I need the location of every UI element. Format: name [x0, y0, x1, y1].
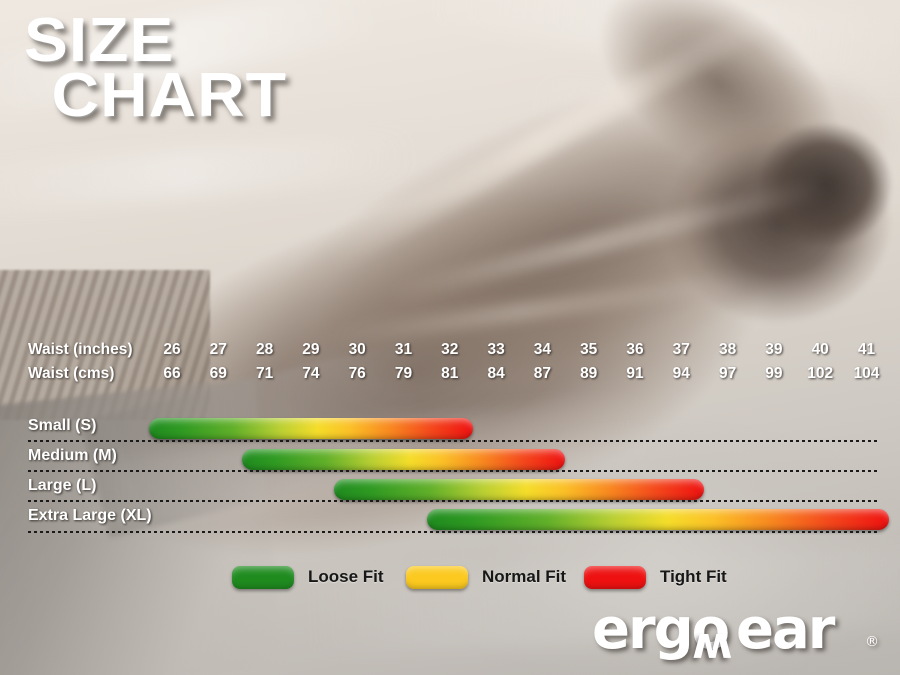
legend-item: Normal Fit	[406, 560, 566, 594]
legend-item: Tight Fit	[584, 560, 727, 594]
size-row: Large (L)	[0, 473, 900, 503]
size-fit-bar	[241, 449, 566, 470]
measurement-cell: 41	[857, 341, 876, 358]
measurement-cell: 29	[302, 341, 320, 358]
measurement-cell: 76	[348, 365, 366, 382]
measurement-cell: 32	[441, 341, 459, 358]
size-fit-bar	[426, 509, 890, 530]
brand-logo-w-mark: w	[692, 623, 733, 674]
measurement-cell: 28	[255, 341, 274, 358]
legend-swatch	[406, 565, 468, 589]
measurement-row-inches: Waist (inches) 26 27 28 29 30 31 32 33 34 35 36 37 3…	[0, 341, 900, 363]
size-row: Medium (M)	[0, 443, 900, 473]
measurement-cell: 38	[718, 341, 737, 358]
measurement-cell: 37	[672, 341, 690, 358]
size-row-label: Extra Large (XL)	[28, 507, 152, 524]
row-separator	[28, 500, 880, 502]
page-title-line2: CHART	[51, 60, 287, 130]
measurement-cell: 84	[487, 365, 505, 382]
row-separator	[28, 531, 880, 533]
measurement-cell: 34	[533, 341, 552, 358]
measurement-cell: 27	[209, 341, 227, 358]
legend-swatch	[584, 565, 646, 589]
measurement-cell: 71	[255, 365, 274, 382]
size-row-label: Small (S)	[28, 417, 97, 434]
size-fit-bar	[149, 418, 473, 439]
size-row-label: Medium (M)	[28, 447, 117, 464]
fit-legend: Loose Fit Normal Fit Tight Fit	[0, 560, 900, 594]
measurement-cell: 89	[580, 365, 598, 382]
measurement-cells-cms: 66 69 71 74 76 79 81 84 87 89 91 94 97 99 102 104	[0, 365, 900, 387]
size-row: Extra Large (XL)	[0, 503, 900, 533]
legend-item: Loose Fit	[232, 560, 384, 594]
measurement-cell: 69	[209, 365, 227, 382]
page-title-line1: SIZE	[24, 6, 175, 75]
legend-swatch	[232, 565, 294, 589]
brand-logo-part2: ear	[736, 597, 835, 662]
measurement-cell: 36	[626, 341, 644, 358]
measurement-row-cms: Waist (cms) 66 69 71 74 76 79 81 84 87 89 91 94 97 99…	[0, 365, 900, 387]
measurement-cell: 104	[853, 365, 880, 382]
measurement-cells-inches: 26 27 28 29 30 31 32 33 34 35 36 37 38 39 40 41	[0, 341, 900, 363]
measurement-cell: 66	[163, 365, 181, 382]
registered-trademark-icon: ®	[865, 634, 879, 650]
row-separator	[28, 440, 880, 442]
legend-label: Normal Fit	[482, 567, 567, 586]
measurement-cell: 102	[807, 365, 834, 382]
measurement-cell: 30	[348, 341, 366, 358]
size-row-label: Large (L)	[28, 477, 97, 494]
measurement-cell: 26	[163, 341, 181, 358]
page-title: SIZE CHART	[24, 10, 287, 130]
measurement-cell: 91	[626, 365, 644, 382]
measurement-cell: 35	[580, 341, 598, 358]
photo-model-hair	[745, 110, 900, 260]
size-row: Small (S)	[0, 413, 900, 443]
measurement-cell: 99	[765, 365, 783, 382]
brand-logo-part1: ergo	[592, 597, 730, 662]
measurement-cell: 33	[487, 341, 505, 358]
measurement-row-label: Waist (inches)	[28, 341, 133, 358]
measurement-cell: 87	[533, 365, 552, 382]
measurement-row-label: Waist (cms)	[28, 365, 115, 382]
measurement-cell: 97	[718, 365, 737, 382]
legend-label: Loose Fit	[308, 567, 384, 586]
measurement-cell: 31	[394, 341, 413, 358]
row-separator	[28, 470, 880, 472]
measurement-cell: 39	[765, 341, 783, 358]
brand-logo: ergo w ear ®	[586, 597, 886, 675]
measurement-cell: 74	[302, 365, 320, 382]
legend-label: Tight Fit	[660, 567, 727, 586]
measurement-cell: 40	[811, 341, 829, 358]
measurement-cell: 79	[394, 365, 413, 382]
measurement-cell: 81	[441, 365, 459, 382]
size-fit-bar	[334, 479, 705, 500]
measurement-cell: 94	[672, 365, 690, 382]
